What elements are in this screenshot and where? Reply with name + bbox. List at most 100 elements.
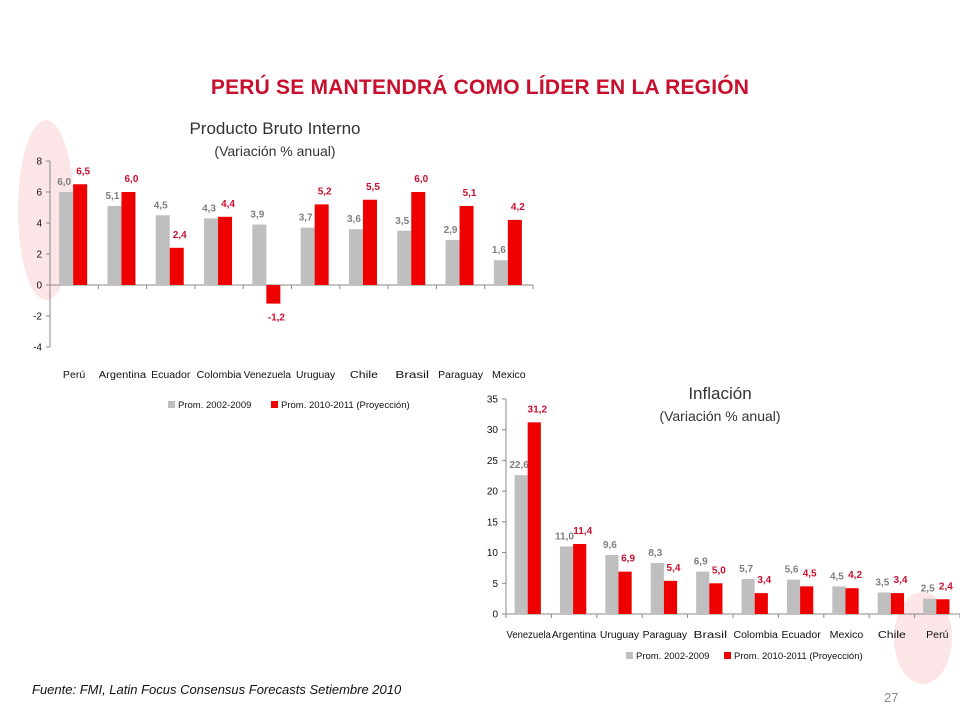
data-label: 3,5 [875, 578, 889, 589]
bar-series-2 [362, 199, 377, 285]
data-label: 2,9 [444, 225, 458, 236]
data-label: 2,5 [921, 584, 935, 595]
bar-series-1 [514, 475, 528, 614]
data-label: -1,2 [268, 313, 286, 324]
bar-series-2 [411, 192, 426, 285]
bar-series-1 [300, 227, 315, 285]
bar-series-2 [507, 219, 522, 285]
bar-series-1 [605, 555, 619, 614]
y-tick-label: 35 [487, 395, 499, 406]
data-label: 11,0 [555, 531, 574, 542]
bar-series-2 [890, 593, 905, 614]
bar-series-2 [936, 599, 950, 614]
category-label: Chile [350, 370, 379, 381]
bar-series-2 [754, 593, 768, 614]
category-label: Mexico [830, 630, 864, 641]
legend-label: Prom. 2010-2011 (Proyección) [734, 651, 863, 662]
category-label: Paraguay [438, 370, 483, 381]
y-tick-label: 4 [36, 219, 42, 230]
data-label: 3,9 [250, 210, 264, 221]
category-label: Brasil [694, 630, 728, 641]
bar-series-1 [696, 571, 710, 614]
bar-series-2 [573, 543, 587, 614]
bar-series-2 [527, 422, 541, 614]
bar-series-2 [800, 586, 814, 614]
bar-series-2 [121, 192, 136, 285]
data-label: 4,3 [202, 203, 216, 214]
y-tick-label: 30 [487, 425, 499, 436]
data-label: 5,1 [463, 188, 477, 199]
data-label: 31,2 [528, 404, 548, 415]
bar-series-1 [650, 563, 664, 614]
y-tick-label: -4 [33, 343, 42, 354]
bar-series-1 [204, 218, 219, 285]
y-tick-label: -2 [33, 312, 42, 323]
bar-series-2 [709, 583, 723, 614]
y-tick-label: 20 [487, 487, 499, 498]
bar-series-1 [348, 229, 363, 285]
y-tick-label: 6 [36, 188, 42, 199]
data-label: 6,0 [57, 177, 71, 188]
category-label: Perú [926, 630, 948, 641]
category-label: Brasil [395, 370, 429, 381]
data-label: 6,0 [125, 174, 139, 185]
category-label: Argentina [552, 630, 597, 641]
data-label: 3,7 [299, 213, 313, 224]
y-tick-label: 5 [492, 579, 498, 590]
bar-series-1 [107, 205, 122, 285]
legend-swatch [626, 652, 633, 659]
data-label: 3,5 [395, 216, 409, 227]
data-label: 2,4 [939, 581, 953, 592]
legend-swatch [724, 652, 731, 659]
data-label: 22,6 [509, 460, 529, 471]
bar-series-2 [314, 204, 329, 285]
data-label: 6,9 [621, 554, 635, 565]
category-label: Ecuador [782, 630, 822, 641]
data-label: 3,4 [894, 575, 908, 586]
data-label: 4,4 [221, 199, 235, 210]
bar-series-2 [663, 580, 678, 614]
bar-series-1 [397, 230, 412, 285]
bar-series-2 [266, 285, 281, 304]
data-label: 6,9 [694, 557, 708, 568]
legend-swatch [271, 401, 278, 408]
page-title: PERÚ SE MANTENDRÁ COMO LÍDER EN LA REGIÓ… [210, 76, 750, 99]
category-label: Paraguay [643, 630, 687, 641]
bar-series-2 [618, 571, 632, 614]
data-label: 5,6 [785, 565, 799, 576]
category-label: Uruguay [600, 630, 639, 641]
data-label: 5,2 [318, 186, 332, 197]
data-label: 9,6 [603, 540, 617, 551]
data-label: 4,5 [154, 200, 168, 211]
bar-series-1 [445, 240, 460, 285]
bar-series-1 [832, 586, 846, 614]
legend-label: Prom. 2002-2009 [636, 651, 709, 662]
category-label: Venezuela [244, 370, 292, 381]
data-label: 1,6 [492, 245, 506, 256]
category-label: Perú [63, 370, 85, 381]
category-label: Venezuela [507, 630, 552, 641]
y-tick-label: 10 [487, 548, 499, 559]
bar-series-2 [218, 216, 233, 285]
bar-series-1 [155, 215, 170, 285]
data-label: 5,1 [105, 191, 119, 202]
y-tick-label: 0 [492, 610, 498, 621]
data-label: 4,5 [803, 568, 817, 579]
category-label: Colombia [197, 370, 242, 381]
chart-title-inflacion: Inflación (Variación % anual) [600, 384, 840, 424]
data-label: 2,4 [173, 230, 187, 241]
y-tick-label: 0 [36, 281, 42, 292]
y-tick-label: 8 [36, 157, 42, 168]
page-number: 27 [884, 690, 899, 705]
bar-series-2 [169, 247, 184, 285]
bar-series-2 [459, 205, 474, 285]
data-label: 5,4 [667, 563, 681, 574]
bar-series-1 [877, 592, 891, 614]
bar-series-1 [252, 224, 267, 285]
legend-label: Prom. 2010-2011 (Proyección) [281, 400, 410, 411]
chart-title-pbi-main: Producto Bruto Interno [189, 119, 361, 138]
category-label: Ecuador [151, 370, 191, 381]
legend-swatch [168, 401, 175, 408]
bar-series-1 [59, 192, 74, 285]
category-label: Colombia [734, 630, 779, 641]
